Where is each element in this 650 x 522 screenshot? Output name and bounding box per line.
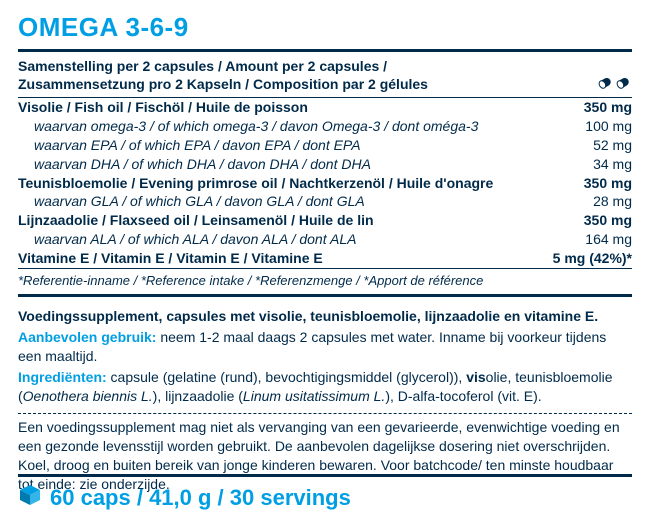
- row-label: Visolie / Fish oil / Fischöl / Huile de …: [18, 98, 308, 117]
- headline: Voedingssupplement, capsules met visolie…: [18, 307, 632, 326]
- body-text: Voedingssupplement, capsules met visolie…: [18, 301, 632, 494]
- row-label: waarvan EPA / of which EPA / davon EPA /…: [34, 136, 361, 155]
- row-value: 5 mg (42%)*: [553, 249, 632, 268]
- table-row: Visolie / Fish oil / Fischöl / Huile de …: [18, 98, 632, 117]
- table-row: waarvan GLA / of which GLA / davon GLA /…: [18, 192, 632, 211]
- product-title: OMEGA 3-6-9: [18, 12, 632, 43]
- table-row: waarvan omega-3 / of which omega-3 / dav…: [18, 117, 632, 136]
- row-value: 28 mg: [593, 192, 632, 211]
- table-row: Teunisbloemolie / Evening primrose oil /…: [18, 174, 632, 193]
- table-row: Lijnzaadolie / Flaxseed oil / Leinsamenö…: [18, 211, 632, 230]
- header-line-1: Samenstelling per 2 capsules / Amount pe…: [18, 58, 428, 76]
- footer: 60 caps / 41,0 g / 30 servings: [18, 474, 632, 512]
- row-value: 350 mg: [584, 211, 632, 230]
- row-label: waarvan GLA / of which GLA / davon GLA /…: [34, 192, 365, 211]
- table-row: Vitamine E / Vitamin E / Vitamin E / Vit…: [18, 249, 632, 268]
- row-value: 164 mg: [585, 230, 632, 249]
- reference-footnote: *Referentie-inname / *Reference intake /…: [18, 269, 632, 294]
- nutrition-table: Visolie / Fish oil / Fischöl / Huile de …: [18, 98, 632, 268]
- row-value: 350 mg: [584, 98, 632, 117]
- row-label: waarvan DHA / of which DHA / davon DHA /…: [34, 155, 371, 174]
- ingredients: Ingrediënten: capsule (gelatine (rund), …: [18, 368, 632, 406]
- row-label: waarvan omega-3 / of which omega-3 / dav…: [34, 117, 478, 136]
- table-header: Samenstelling per 2 capsules / Amount pe…: [18, 56, 632, 97]
- divider: [18, 49, 632, 52]
- usage-label: Aanbevolen gebruik:: [18, 329, 156, 345]
- row-value: 34 mg: [593, 155, 632, 174]
- usage: Aanbevolen gebruik: neem 1-2 maal daags …: [18, 328, 632, 366]
- row-value: 350 mg: [584, 174, 632, 193]
- divider: [18, 294, 632, 297]
- capsule-icon: [596, 73, 632, 93]
- row-label: Teunisbloemolie / Evening primrose oil /…: [18, 174, 493, 193]
- nutrition-label: OMEGA 3-6-9 Samenstelling per 2 capsules…: [0, 0, 650, 522]
- row-value: 100 mg: [585, 117, 632, 136]
- header-line-2: Zusammensetzung pro 2 Kapseln / Composit…: [18, 76, 428, 94]
- row-label: waarvan ALA / of which ALA / davon ALA /…: [34, 230, 356, 249]
- box-icon: [18, 483, 42, 512]
- table-row: waarvan ALA / of which ALA / davon ALA /…: [18, 230, 632, 249]
- table-row: waarvan DHA / of which DHA / davon DHA /…: [18, 155, 632, 174]
- table-row: waarvan EPA / of which EPA / davon EPA /…: [18, 136, 632, 155]
- row-value: 52 mg: [593, 136, 632, 155]
- row-label: Vitamine E / Vitamin E / Vitamin E / Vit…: [18, 249, 323, 268]
- footer-text: 60 caps / 41,0 g / 30 servings: [50, 485, 351, 511]
- row-label: Lijnzaadolie / Flaxseed oil / Leinsamenö…: [18, 211, 374, 230]
- ingredients-label: Ingrediënten:: [18, 369, 107, 385]
- header-text: Samenstelling per 2 capsules / Amount pe…: [18, 58, 428, 93]
